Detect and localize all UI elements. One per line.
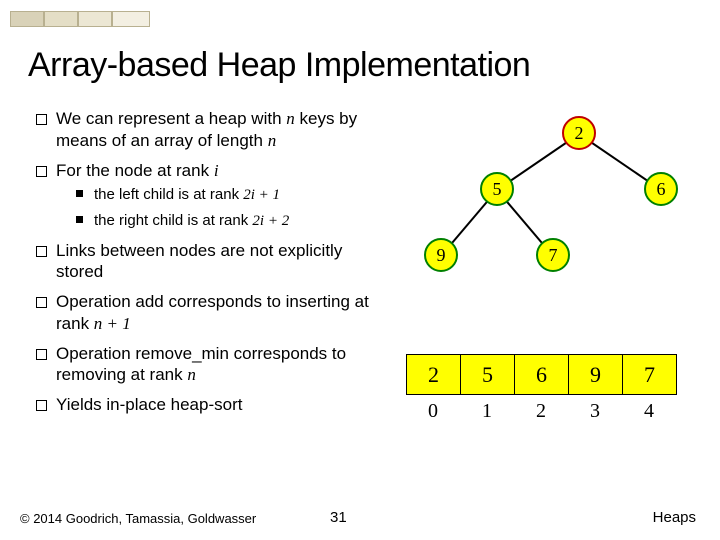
heap-tree-diagram: 2 5 6 9 7: [408, 116, 698, 296]
tree-node: 2: [562, 116, 596, 150]
decor-seg: [10, 11, 44, 27]
array-cell: 2: [407, 355, 461, 395]
array-index: 0: [406, 400, 460, 423]
decor-seg: [112, 11, 150, 27]
array-table: 25697: [406, 354, 677, 395]
array-cell: 5: [461, 355, 515, 395]
decor-seg: [44, 11, 78, 27]
text: For the node at rank: [56, 161, 214, 180]
text: the right child is at rank: [94, 212, 252, 229]
bullet: We can represent a heap with n keys by m…: [32, 108, 392, 152]
array-indices: 01234: [406, 400, 676, 423]
sub-bullet: the left child is at rank 2i + 1: [74, 185, 392, 205]
topic-label: Heaps: [653, 509, 696, 526]
bullet: Links between nodes are not explicitly s…: [32, 240, 392, 284]
math: n: [286, 109, 295, 128]
tree-node: 5: [480, 172, 514, 206]
math: n: [187, 365, 196, 384]
tree-node: 9: [424, 238, 458, 272]
math: 2i + 2: [252, 213, 289, 229]
math: n: [268, 131, 277, 150]
slide: Array-based Heap Implementation We can r…: [0, 0, 720, 540]
body-text: We can represent a heap with n keys by m…: [32, 108, 392, 424]
math: 2i + 1: [243, 187, 280, 203]
text: the left child is at rank: [94, 186, 243, 203]
array-index: 4: [622, 400, 676, 423]
math: i: [214, 161, 219, 180]
text: Operation remove_min corresponds to remo…: [56, 344, 346, 385]
bullet: Operation remove_min corresponds to remo…: [32, 343, 392, 387]
array-index: 3: [568, 400, 622, 423]
copyright: © 2014 Goodrich, Tamassia, Goldwasser: [20, 511, 256, 526]
decorative-top-bar: [10, 11, 150, 27]
array-cell: 9: [569, 355, 623, 395]
page-number: 31: [330, 509, 347, 526]
math: n + 1: [94, 314, 131, 333]
slide-title: Array-based Heap Implementation: [28, 46, 530, 85]
sub-bullet: the right child is at rank 2i + 2: [74, 211, 392, 231]
tree-node: 7: [536, 238, 570, 272]
decor-seg: [78, 11, 112, 27]
text: We can represent a heap with: [56, 109, 286, 128]
bullet: For the node at rank i the left child is…: [32, 160, 392, 232]
array-cell: 6: [515, 355, 569, 395]
array-cell: 7: [623, 355, 677, 395]
bullet: Yields in-place heap-sort: [32, 394, 392, 416]
bullet: Operation add corresponds to inserting a…: [32, 291, 392, 335]
tree-node: 6: [644, 172, 678, 206]
array-index: 1: [460, 400, 514, 423]
array-index: 2: [514, 400, 568, 423]
